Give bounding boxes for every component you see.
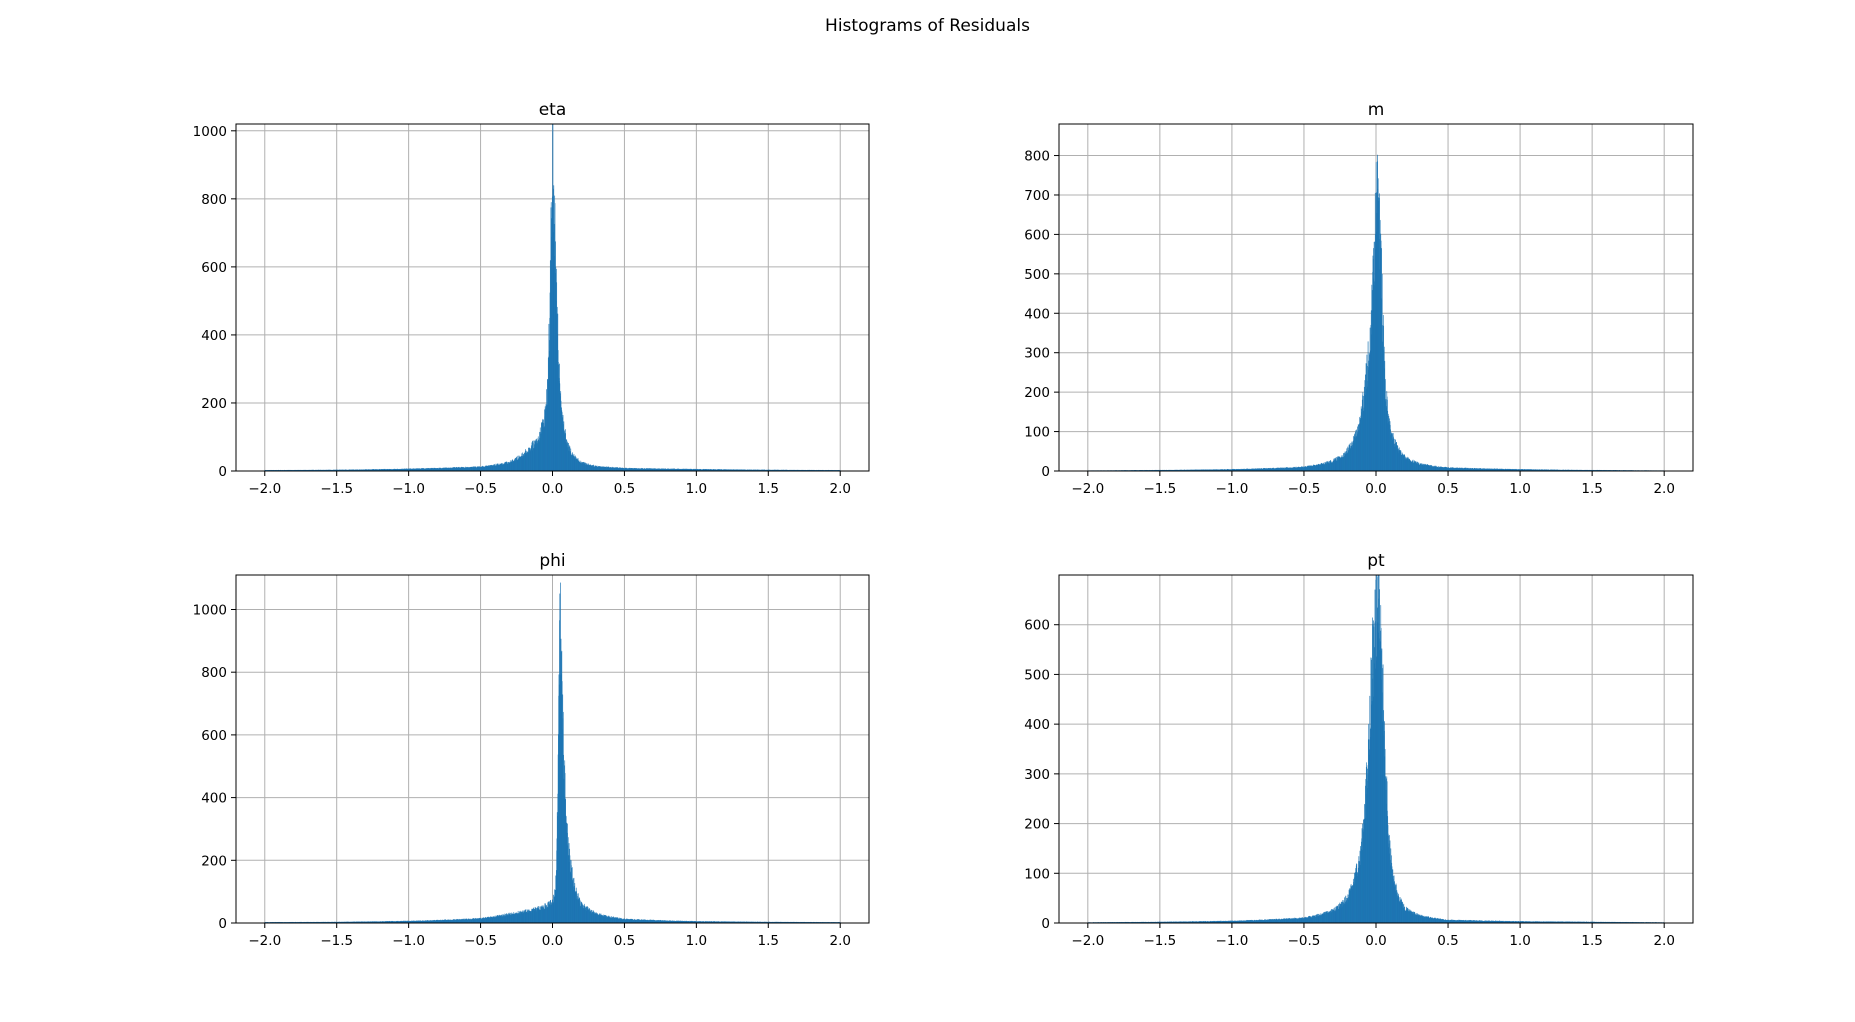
figure-title: Histograms of Residuals [825, 16, 1030, 36]
y-tick-label: 500 [1024, 267, 1050, 283]
y-tick-label: 0 [218, 916, 227, 932]
subplot-pt: −2.0 −1.5 −1.0 −0.5 0.0 0.5 1.0 1.5 2.0 0 100 200 30… [1024, 551, 1694, 949]
histogram-bar-series [264, 123, 841, 472]
x-tick-label: 1.0 [686, 933, 707, 949]
x-tick-label: −1.5 [1143, 933, 1176, 949]
x-tick-label: −1.0 [392, 481, 425, 497]
y-tick-label: 0 [218, 464, 227, 480]
subplot-eta: −2.0 −1.5 −1.0 −0.5 0.0 0.5 1.0 1.5 2.0 0 200 400 60… [193, 100, 870, 497]
x-tick-label: 2.0 [1653, 933, 1674, 949]
subplot-phi: −2.0 −1.5 −1.0 −0.5 0.0 0.5 1.0 1.5 2.0 0 200 400 60… [193, 551, 870, 949]
y-tick-label: 1000 [193, 602, 227, 618]
y-tick-label: 400 [201, 328, 227, 344]
x-tick-label: 0.0 [1365, 481, 1386, 497]
x-tick-label: 1.5 [1581, 933, 1602, 949]
histogram-bars [264, 582, 841, 924]
x-tick-label: 1.5 [758, 933, 779, 949]
tick-marks: −2.0 −1.5 −1.0 −0.5 0.0 0.5 1.0 1.5 2.0 0 200 400 60… [193, 124, 851, 497]
x-tick-label: 1.0 [686, 481, 707, 497]
y-tick-label: 400 [201, 791, 227, 807]
tick-marks: −2.0 −1.5 −1.0 −0.5 0.0 0.5 1.0 1.5 2.0 0 100 200 30… [1024, 149, 1675, 497]
y-tick-label: 0 [1041, 464, 1050, 480]
subplot-title: pt [1367, 551, 1385, 571]
x-tick-label: 2.0 [829, 481, 850, 497]
x-tick-label: 0.5 [614, 481, 635, 497]
subplot-title: phi [539, 551, 565, 571]
y-tick-label: 600 [201, 260, 227, 276]
histogram-bar-series [264, 582, 841, 924]
x-tick-label: 1.0 [1509, 933, 1530, 949]
x-tick-label: −1.0 [1216, 933, 1249, 949]
y-tick-label: 100 [1024, 425, 1050, 441]
y-tick-label: 200 [1024, 385, 1050, 401]
x-tick-label: −2.0 [1071, 481, 1104, 497]
x-tick-label: 0.0 [1365, 933, 1386, 949]
subplot-title: eta [539, 100, 567, 120]
x-tick-label: −1.0 [392, 933, 425, 949]
x-tick-label: −1.5 [320, 481, 353, 497]
y-tick-label: 800 [201, 192, 227, 208]
x-tick-label: 0.0 [542, 481, 563, 497]
subplot-m: −2.0 −1.5 −1.0 −0.5 0.0 0.5 1.0 1.5 2.0 0 100 200 30… [1024, 100, 1694, 497]
x-tick-label: −0.5 [464, 481, 497, 497]
x-tick-label: 0.5 [1437, 933, 1458, 949]
x-tick-label: −1.5 [1143, 481, 1176, 497]
histogram-bars [1087, 574, 1665, 924]
x-tick-label: 0.5 [614, 933, 635, 949]
y-tick-label: 700 [1024, 188, 1050, 204]
x-tick-label: 0.5 [1437, 481, 1458, 497]
histogram-bars [264, 123, 841, 472]
y-tick-label: 400 [1024, 717, 1050, 733]
y-tick-label: 800 [1024, 149, 1050, 165]
y-tick-label: 800 [201, 665, 227, 681]
x-tick-label: −2.0 [1071, 933, 1104, 949]
x-tick-label: −1.5 [320, 933, 353, 949]
y-tick-label: 600 [201, 728, 227, 744]
gridlines [236, 575, 869, 924]
y-tick-label: 200 [1024, 817, 1050, 833]
y-tick-label: 600 [1024, 227, 1050, 243]
x-tick-label: 2.0 [1653, 481, 1674, 497]
y-tick-label: 1000 [193, 124, 227, 140]
y-tick-label: 300 [1024, 346, 1050, 362]
x-tick-label: 2.0 [829, 933, 850, 949]
x-tick-label: −1.0 [1216, 481, 1249, 497]
x-tick-label: −2.0 [248, 481, 281, 497]
y-tick-label: 0 [1041, 916, 1050, 932]
y-tick-label: 200 [201, 396, 227, 412]
x-tick-label: −0.5 [464, 933, 497, 949]
y-tick-label: 400 [1024, 306, 1050, 322]
y-tick-label: 600 [1024, 618, 1050, 634]
x-tick-label: −2.0 [248, 933, 281, 949]
x-tick-label: 1.0 [1509, 481, 1530, 497]
histogram-bar-series [1087, 574, 1665, 924]
x-tick-label: 1.5 [758, 481, 779, 497]
y-tick-label: 200 [201, 853, 227, 869]
subplot-title: m [1368, 100, 1385, 120]
y-tick-label: 300 [1024, 767, 1050, 783]
x-tick-label: 0.0 [542, 933, 563, 949]
y-tick-label: 100 [1024, 866, 1050, 882]
y-tick-label: 500 [1024, 667, 1050, 683]
tick-marks: −2.0 −1.5 −1.0 −0.5 0.0 0.5 1.0 1.5 2.0 0 100 200 30… [1024, 618, 1675, 949]
tick-marks: −2.0 −1.5 −1.0 −0.5 0.0 0.5 1.0 1.5 2.0 0 200 400 60… [193, 602, 851, 949]
x-tick-label: −0.5 [1288, 933, 1321, 949]
x-tick-label: −0.5 [1288, 481, 1321, 497]
x-tick-label: 1.5 [1581, 481, 1602, 497]
